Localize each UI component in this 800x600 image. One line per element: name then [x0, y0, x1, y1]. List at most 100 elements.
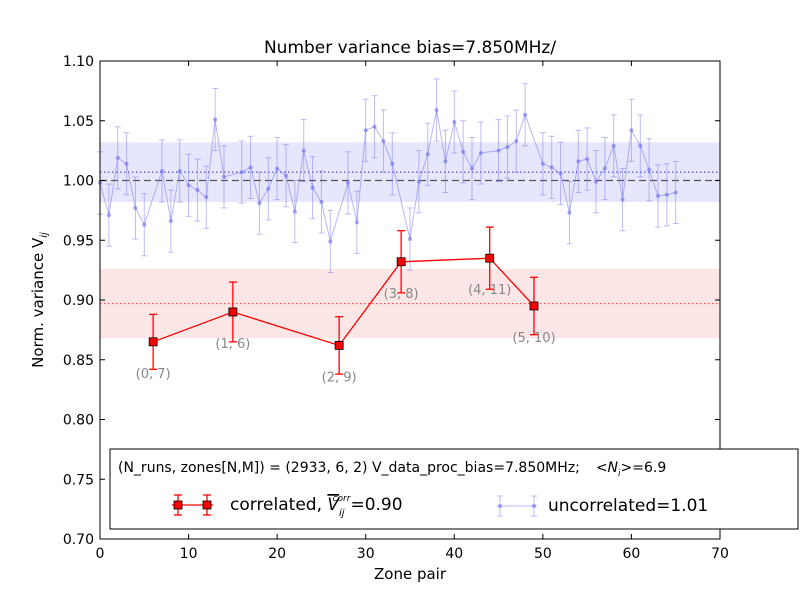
legend-correlated-prefix: correlated, [230, 495, 327, 515]
uncorrelated-point [195, 188, 200, 193]
correlated-point [529, 301, 539, 311]
uncorrelated-point [106, 213, 111, 218]
y-tick-label: 0.85 [63, 353, 94, 369]
uncorrelated-point [478, 151, 483, 156]
legend-uncorrelated-marker [532, 504, 536, 508]
uncorrelated-point [381, 139, 386, 144]
uncorrelated-point [452, 119, 457, 124]
correlated-point [228, 307, 238, 317]
uncorrelated-point [443, 159, 448, 164]
x-axis-label: Zone pair [374, 565, 447, 583]
uncorrelated-point [133, 205, 138, 210]
y-tick-label: 0.70 [63, 532, 94, 548]
x-tick-label: 50 [534, 546, 552, 562]
y-tick-label: 0.75 [63, 472, 94, 488]
uncorrelated-point [638, 143, 643, 148]
legend-header: (N_runs, zones[N,M]) = (2933, 6, 2) V_da… [118, 460, 666, 479]
uncorrelated-point [664, 192, 669, 197]
correlated-point-label: (0, 7) [136, 367, 171, 382]
y-axis-label-subscript: ij [39, 232, 50, 238]
legend: (N_runs, zones[N,M]) = (2933, 6, 2) V_da… [109, 448, 799, 530]
uncorrelated-point [319, 200, 324, 205]
y-tick-label: 0.80 [63, 413, 94, 429]
uncorrelated-point [284, 173, 288, 178]
legend-correlated-marker [173, 500, 183, 510]
legend-uncorrelated-marker [498, 504, 502, 508]
uncorrelated-point [222, 174, 226, 179]
uncorrelated-point [647, 167, 652, 172]
correlated-point-label: (4, 11) [468, 283, 511, 298]
x-tick-label: 0 [96, 546, 105, 562]
correlated-point-label: (5, 10) [512, 331, 555, 346]
correlated-series-line [152, 257, 535, 347]
uncorrelated-point [160, 168, 164, 173]
uncorrelated-point [567, 210, 572, 215]
uncorrelated-point [408, 237, 412, 242]
y-tick-label: 0.90 [63, 293, 94, 309]
uncorrelated-point [239, 170, 244, 175]
correlated-point-label: (1, 6) [215, 337, 250, 352]
uncorrelated-point [363, 128, 368, 133]
uncorrelated-point [213, 117, 218, 122]
uncorrelated-point [177, 168, 182, 173]
uncorrelated-point [602, 166, 607, 171]
uncorrelated-point [434, 107, 439, 112]
x-tick-label: 60 [623, 546, 641, 562]
uncorrelated-point [549, 165, 554, 170]
x-tick-label: 40 [445, 546, 463, 562]
uncorrelated-point [328, 239, 333, 244]
uncorrelated-point [372, 124, 377, 129]
correlated-point-label: (2, 9) [322, 370, 357, 385]
y-axis-label-text: Norm. variance V [29, 237, 47, 368]
uncorrelated-point [204, 195, 209, 200]
uncorrelated-point [505, 145, 510, 150]
x-tick-label: 70 [711, 546, 729, 562]
legend-correlated-handle [172, 494, 213, 516]
uncorrelated-point [576, 159, 581, 164]
x-tick-label: 30 [357, 546, 375, 562]
y-tick-label: 1.10 [63, 54, 94, 70]
uncorrelated-point [656, 194, 660, 199]
uncorrelated-point [620, 197, 625, 202]
uncorrelated-point [266, 186, 271, 191]
y-axis-label: Norm. variance Vij [29, 232, 50, 368]
legend-header-mean-subscript: i [618, 469, 621, 479]
correlated-point [334, 341, 344, 350]
legend-header-text: (N_runs, zones[N,M]) = (2933, 6, 2) V_da… [118, 460, 580, 476]
uncorrelated-point [558, 171, 563, 176]
uncorrelated-point [540, 161, 545, 166]
x-tick-label: 10 [180, 546, 198, 562]
chart-title: Number variance bias=7.850MHz/ [264, 38, 556, 58]
uncorrelated-point [248, 165, 253, 170]
uncorrelated-point [514, 139, 519, 144]
uncorrelated-point [292, 209, 297, 214]
uncorrelated-point [416, 179, 421, 184]
legend-correlated-symbol: V [327, 495, 340, 515]
uncorrelated-point [275, 166, 280, 171]
uncorrelated-point [115, 155, 120, 160]
uncorrelated-point [301, 148, 306, 153]
legend-uncorrelated-label: uncorrelated=1.01 [548, 496, 708, 516]
uncorrelated-point [124, 161, 129, 166]
uncorrelated-point [257, 201, 262, 206]
uncorrelated-point [425, 152, 430, 157]
uncorrelated-point [168, 219, 173, 224]
uncorrelated-point [673, 190, 678, 195]
y-tick-label: 1.05 [63, 114, 94, 130]
uncorrelated-point [346, 180, 350, 185]
y-tick-label: 1.00 [63, 174, 94, 190]
uncorrelated-point [496, 148, 501, 153]
legend-header-mean-prefix: <N [596, 460, 619, 476]
legend-correlated-superscript: corr [333, 494, 352, 504]
legend-correlated-marker [202, 500, 212, 510]
uncorrelated-point [390, 161, 395, 166]
uncorrelated-point [310, 185, 315, 190]
correlated-point-label: (3, 8) [384, 287, 419, 302]
correlated-point [485, 253, 495, 263]
legend-correlated-value: =0.90 [350, 495, 402, 515]
legend-header-mean-suffix: >=6.9 [621, 460, 667, 476]
correlated-point [396, 257, 406, 267]
legend-correlated-subscript: ij [339, 508, 345, 519]
legend-correlated-label: correlated, Vij corr=0.90 [230, 494, 403, 519]
